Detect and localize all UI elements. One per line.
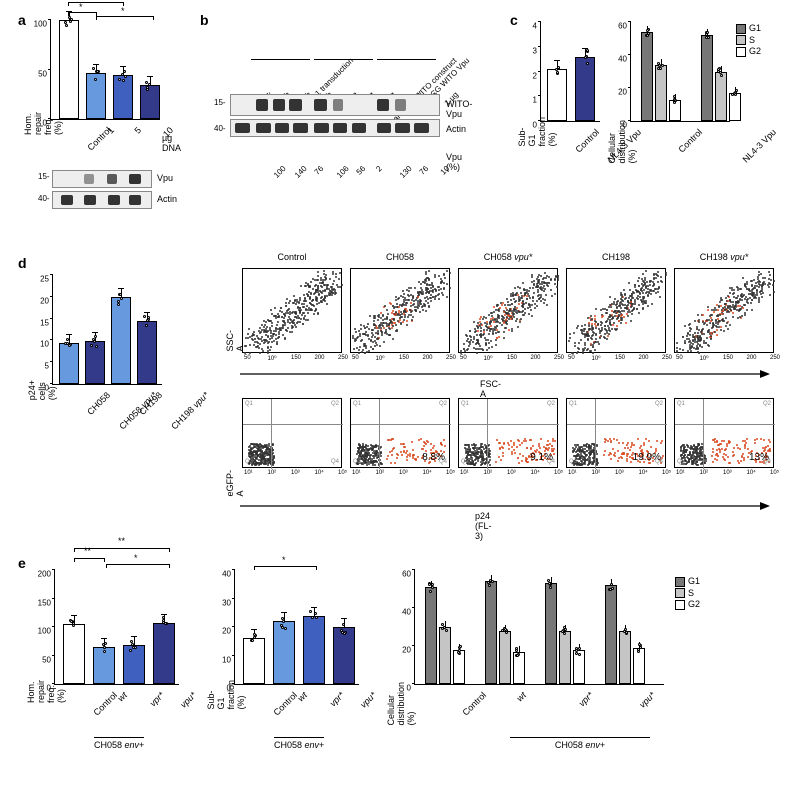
bar — [140, 85, 160, 119]
panel-d: d — [18, 255, 27, 271]
e-chart1: Hom. repair freq. (%) 050100150200Contro… — [40, 570, 165, 685]
bar — [547, 69, 567, 121]
c-right-chart: 0204060ControlNL4-3 Vpu — [630, 22, 730, 122]
scatter-panel: Q1Q2Q3Q410¹10²10³10⁴10⁵9.1% — [458, 398, 558, 468]
panel-e: e — [18, 555, 26, 571]
scatter-panel: 5010⁰150200250 — [458, 268, 558, 353]
bar — [273, 621, 295, 684]
c-legend: G1SG2 — [736, 22, 761, 58]
panel-b: b — [200, 12, 209, 28]
scatter-panel: 5010⁰150200250 — [350, 268, 450, 353]
e2-group-label: CH058 env+ — [274, 737, 324, 750]
scatter-panel: Q1Q2Q3Q410¹10²10³10⁴10⁵ — [242, 398, 342, 468]
panel-e-label: e — [18, 555, 26, 571]
a-blot: 15- Vpu 40- Actin — [52, 170, 152, 209]
bar — [123, 645, 145, 684]
bar — [137, 321, 157, 384]
scatter-panel: Q1Q2Q3Q410¹10²10³10⁴10⁵8.8% — [350, 398, 450, 468]
panel-a-label: a — [18, 12, 26, 28]
bar — [85, 341, 105, 384]
scatter-panel: Q1Q2Q3Q410¹10²10³10⁴10⁵13% — [674, 398, 774, 468]
bar — [63, 624, 85, 684]
d-left-chart: 0510152025CH058CH058 vpu*CH198CH198 vpu* — [52, 275, 162, 385]
c-right: Cellular distribution (%) 0204060Control… — [620, 22, 720, 122]
e-chart2: Sub-G1 fraction (%) 010203040Controlwtvp… — [220, 570, 345, 685]
scatter-panel: Q1Q2Q3Q410¹10²10³10⁴10⁵19.9% — [566, 398, 666, 468]
e-chart3-plot: 0204060Controlwtvpr*vpu* — [414, 570, 664, 685]
e1-group-label: CH058 env+ — [94, 737, 144, 750]
a-blot-vpu — [52, 170, 152, 188]
a-blot-actin — [52, 191, 152, 209]
panel-a: a — [18, 12, 26, 28]
b-blots: 15- WITO-Vpu 40- Actin — [216, 94, 426, 137]
e-chart1-plot: 050100150200Controlwtvpr*vpu* — [54, 570, 179, 685]
panel-a-chart: Hom. repair freq. (%) 050100Control1510 … — [36, 20, 146, 120]
b-blot-vpu — [230, 94, 440, 116]
e-chart2-plot: 010203040Controlwtvpr*vpu* — [234, 570, 359, 685]
bar — [333, 627, 355, 684]
d-left: p24+ cells (%) 0510152025CH058CH058 vpu*… — [40, 275, 150, 385]
panel-b-label: b — [200, 12, 209, 28]
a-xunit: µg DNA — [162, 133, 181, 153]
bar — [153, 623, 175, 684]
bar — [59, 20, 79, 119]
a-barplot: 050100Control1510 — [50, 20, 160, 120]
c-left-chart: 01234ControlNL4-3 Vpu — [540, 22, 600, 122]
scatter-panel: 5010⁰150200250 — [242, 268, 342, 353]
bar — [59, 343, 79, 384]
e3-group-label: CH058 env+ — [510, 737, 650, 750]
e3-legend: G1SG2 — [675, 575, 700, 611]
bar — [111, 297, 131, 384]
bar — [243, 638, 265, 684]
panel-d-label: d — [18, 255, 27, 271]
bar — [575, 57, 595, 121]
bar — [303, 616, 325, 684]
c-left: Sub-G1 fraction (%) 01234ControlNL4-3 Vp… — [530, 22, 590, 122]
scatter-panel: 5010⁰150200250 — [566, 268, 666, 353]
e-chart3: Cellular distribution (%) 0204060Control… — [400, 570, 650, 685]
scatter-panel: 5010⁰150200250 — [674, 268, 774, 353]
b-blot-actin — [230, 119, 440, 137]
